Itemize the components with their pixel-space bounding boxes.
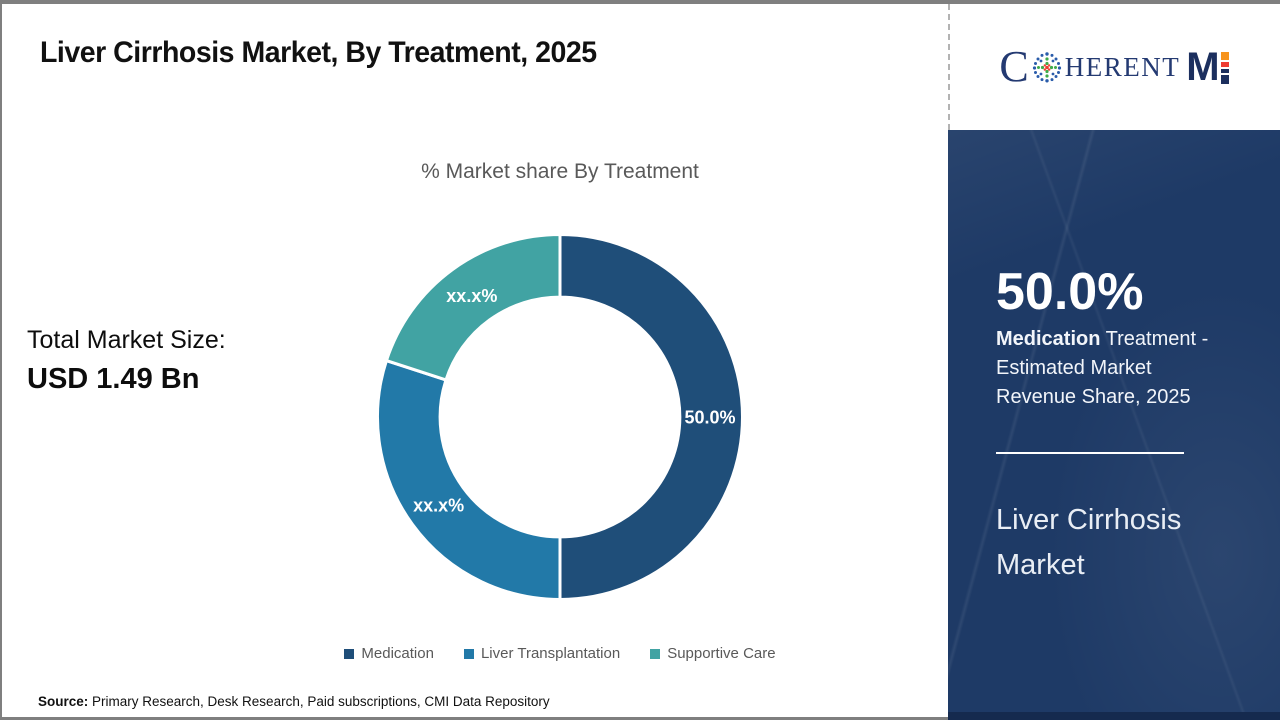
chart-title: % Market share By Treatment (421, 160, 699, 183)
market-name-line2: Market (996, 549, 1085, 581)
legend-swatch-icon (344, 648, 355, 659)
sidebar-bottom-strip (948, 712, 1280, 720)
chart-legend: Medication Liver Transplantation Supportiv… (172, 645, 948, 662)
donut-slice-label: xx.x% (413, 495, 464, 515)
sidebar-divider (996, 452, 1184, 454)
highlight-sidebar: 50.0% Medication Treatment - Estimated M… (948, 130, 1280, 720)
legend-item: Liver Transplantation (463, 645, 621, 662)
frame-border-bottom (0, 717, 950, 720)
total-market-size-value: USD 1.49 Bn (27, 363, 200, 395)
stat-desc-line3: Revenue Share, 2025 (996, 386, 1191, 408)
legend-swatch-icon (463, 648, 474, 659)
logo-letter-c: C (999, 42, 1029, 91)
donut-chart: 50.0% xx.x% xx.x% (376, 232, 744, 602)
legend-swatch-icon (650, 648, 661, 659)
legend-item: Medication (344, 645, 434, 662)
frame-border-top (0, 0, 1280, 4)
market-name-line1: Liver Cirrhosis (996, 504, 1182, 536)
stat-desc-bold: Medication (996, 328, 1101, 350)
logo-letter-m: M (1186, 45, 1219, 89)
donut-slice-liver-transplantation (376, 358, 562, 602)
logo-letter-i-graphic (1220, 52, 1229, 84)
source-line: Source: Primary Research, Desk Research,… (38, 694, 550, 709)
legend-label: Medication (361, 645, 434, 662)
coherentmi-logo: C (999, 42, 1229, 91)
globe-logo-icon (1030, 50, 1064, 89)
source-label: Source: (38, 694, 89, 709)
donut-slice-supportive-care (384, 232, 562, 382)
stat-desc-line1-rest: Treatment - (1100, 328, 1209, 350)
stat-desc-line2: Estimated Market (996, 357, 1152, 379)
legend-label: Liver Transplantation (480, 645, 621, 662)
donut-slice-label: xx.x% (446, 286, 497, 306)
page-title: Liver Cirrhosis Market, By Treatment, 20… (40, 36, 597, 69)
total-market-size-block: Total Market Size: USD 1.49 Bn (27, 326, 226, 396)
donut-slice-label: 50.0% (684, 407, 735, 427)
legend-item: Supportive Care (650, 645, 776, 662)
total-market-size-label: Total Market Size: (27, 326, 226, 354)
market-name: Liver Cirrhosis Market (996, 498, 1236, 588)
logo-box: C (948, 4, 1278, 130)
donut-slice-medication (558, 232, 744, 602)
logo-letters-herent: HERENT (1064, 51, 1181, 82)
stat-description: Medication Treatment - Estimated Market … (996, 325, 1252, 412)
legend-label: Supportive Care (667, 645, 776, 662)
stat-value: 50.0% (996, 263, 1144, 321)
source-text: Primary Research, Desk Research, Paid su… (88, 694, 550, 709)
frame-border-left (0, 0, 2, 720)
